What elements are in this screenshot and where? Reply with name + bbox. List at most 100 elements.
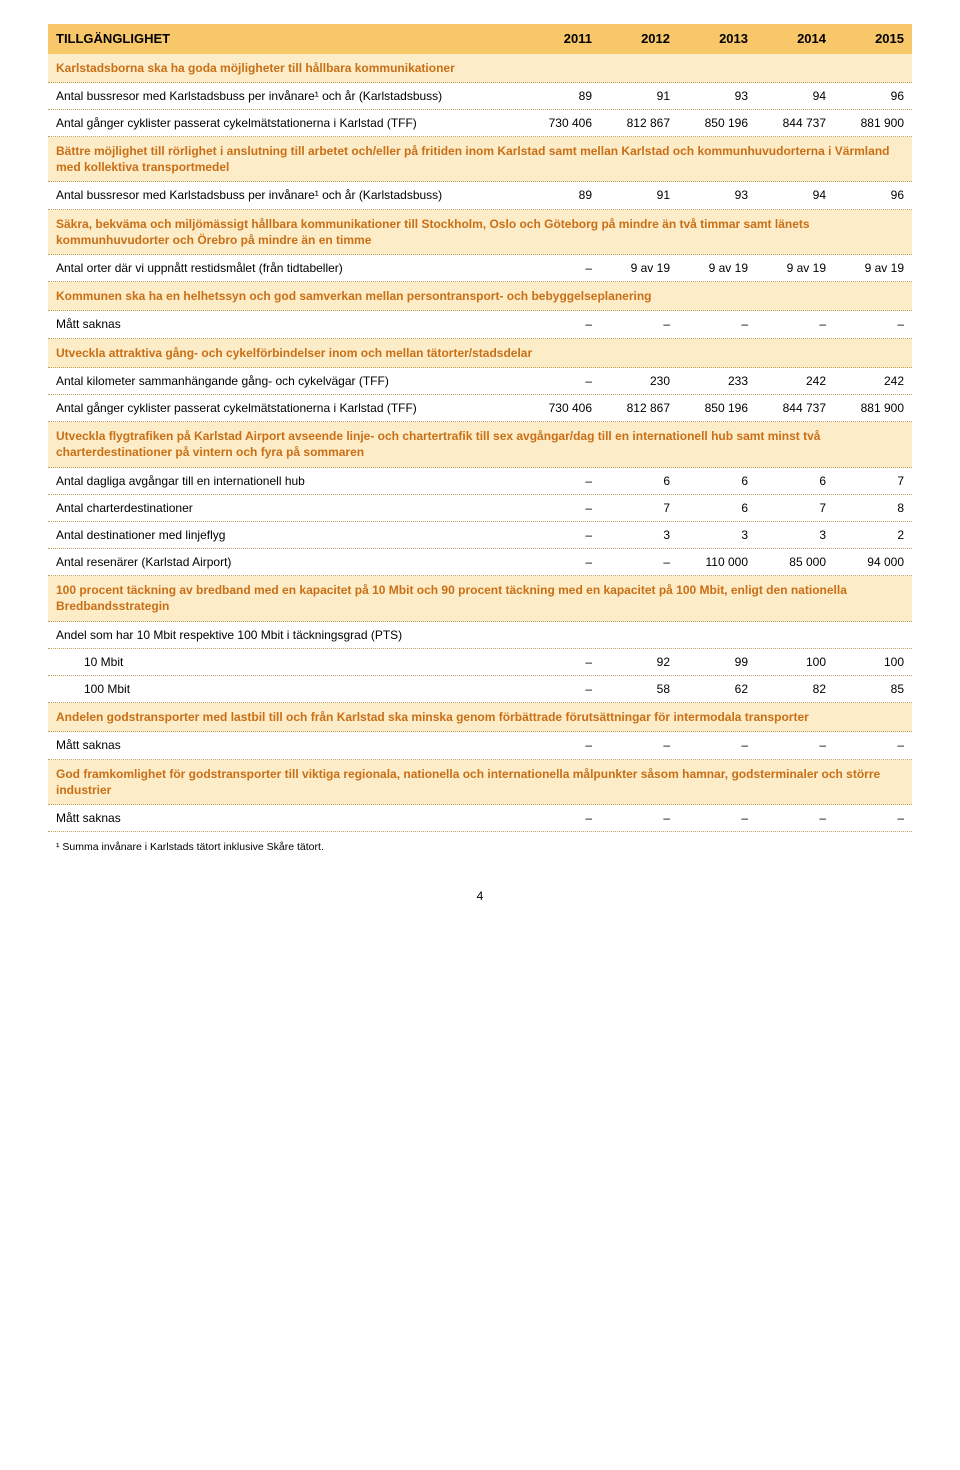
row-value: 93 [670,88,748,104]
row-value: 844 737 [748,115,826,131]
row-value: 881 900 [826,400,904,416]
row-label: Mått saknas [56,810,514,826]
row-value: – [826,316,904,332]
row-label: 100 Mbit [56,681,514,697]
row-value: 844 737 [748,400,826,416]
row-value: 100 [826,654,904,670]
row-label: Andel som har 10 Mbit respektive 100 Mbi… [56,627,514,643]
section-title: Utveckla attraktiva gång- och cykelförbi… [48,339,912,368]
row-value: 2 [826,527,904,543]
row-value: – [514,654,592,670]
row-label: Antal gånger cyklister passerat cykelmät… [56,400,514,416]
section-title: Säkra, bekväma och miljömässigt hållbara… [48,210,912,255]
row-value: – [514,260,592,276]
row-value: – [514,554,592,570]
row-value [670,627,748,643]
row-value: – [592,554,670,570]
section-title: Kommunen ska ha en helhetssyn och god sa… [48,282,912,311]
row-value: – [514,500,592,516]
row-value: 91 [592,187,670,203]
row-value: 7 [592,500,670,516]
table-row: Antal kilometer sammanhängande gång- och… [48,368,912,395]
row-value: 6 [670,473,748,489]
row-label: Mått saknas [56,737,514,753]
row-value [826,627,904,643]
row-value: – [670,810,748,826]
row-value: – [514,373,592,389]
row-label: Antal dagliga avgångar till en internati… [56,473,514,489]
row-value: 110 000 [670,554,748,570]
row-value: 8 [826,500,904,516]
row-value [592,627,670,643]
row-value: 7 [748,500,826,516]
header-year: 2012 [592,30,670,48]
row-value: 881 900 [826,115,904,131]
row-value: 812 867 [592,115,670,131]
section-title: Karlstadsborna ska ha goda möjligheter t… [48,54,912,83]
row-value: – [514,316,592,332]
row-label: Mått saknas [56,316,514,332]
row-value: 3 [592,527,670,543]
row-label: Antal bussresor med Karlstadsbuss per in… [56,88,514,104]
row-value: 230 [592,373,670,389]
row-value: 242 [826,373,904,389]
row-value: 89 [514,88,592,104]
table-row: Antal resenärer (Karlstad Airport)––110 … [48,549,912,576]
row-value: 6 [748,473,826,489]
header-year: 2014 [748,30,826,48]
table-row: Antal gånger cyklister passerat cykelmät… [48,395,912,422]
row-value: 96 [826,88,904,104]
table-row: Antal bussresor med Karlstadsbuss per in… [48,182,912,209]
row-label: 10 Mbit [56,654,514,670]
row-value: – [592,810,670,826]
row-value: – [514,527,592,543]
row-value: 6 [592,473,670,489]
table-row: Antal orter där vi uppnått restidsmålet … [48,255,912,282]
row-value: 9 av 19 [748,260,826,276]
row-value: 85 000 [748,554,826,570]
row-value: 92 [592,654,670,670]
table-row: Antal destinationer med linjeflyg–3332 [48,522,912,549]
row-value: – [514,737,592,753]
row-value: – [514,473,592,489]
header-title: TILLGÄNGLIGHET [56,30,514,48]
row-value: – [748,810,826,826]
row-value: 93 [670,187,748,203]
row-value: 7 [826,473,904,489]
row-label: Antal gånger cyklister passerat cykelmät… [56,115,514,131]
row-value: 9 av 19 [670,260,748,276]
row-value: 730 406 [514,115,592,131]
section-title: 100 procent täckning av bredband med en … [48,576,912,621]
row-value: 233 [670,373,748,389]
row-value: – [826,737,904,753]
section-title: Andelen godstransporter med lastbil till… [48,703,912,732]
row-value: 100 [748,654,826,670]
row-value: 89 [514,187,592,203]
page-number: 4 [48,888,912,904]
row-value: 242 [748,373,826,389]
row-value: – [592,737,670,753]
row-value: – [514,810,592,826]
table-body: Karlstadsborna ska ha goda möjligheter t… [48,54,912,833]
header-year: 2015 [826,30,904,48]
row-value: 94 [748,187,826,203]
row-value: – [670,316,748,332]
row-value [514,627,592,643]
row-value: 730 406 [514,400,592,416]
row-value: 6 [670,500,748,516]
row-value: 3 [748,527,826,543]
row-value: 94 [748,88,826,104]
row-label: Antal resenärer (Karlstad Airport) [56,554,514,570]
header-year: 2011 [514,30,592,48]
row-value: – [592,316,670,332]
table-row: Antal charterdestinationer–7678 [48,495,912,522]
row-value: – [748,737,826,753]
row-label: Antal destinationer med linjeflyg [56,527,514,543]
row-value: 3 [670,527,748,543]
row-label: Antal kilometer sammanhängande gång- och… [56,373,514,389]
table-row: Mått saknas––––– [48,732,912,759]
table-row: Antal bussresor med Karlstadsbuss per in… [48,83,912,110]
row-value: 82 [748,681,826,697]
table-row: Andel som har 10 Mbit respektive 100 Mbi… [48,622,912,649]
table-header: TILLGÄNGLIGHET 2011 2012 2013 2014 2015 [48,24,912,54]
